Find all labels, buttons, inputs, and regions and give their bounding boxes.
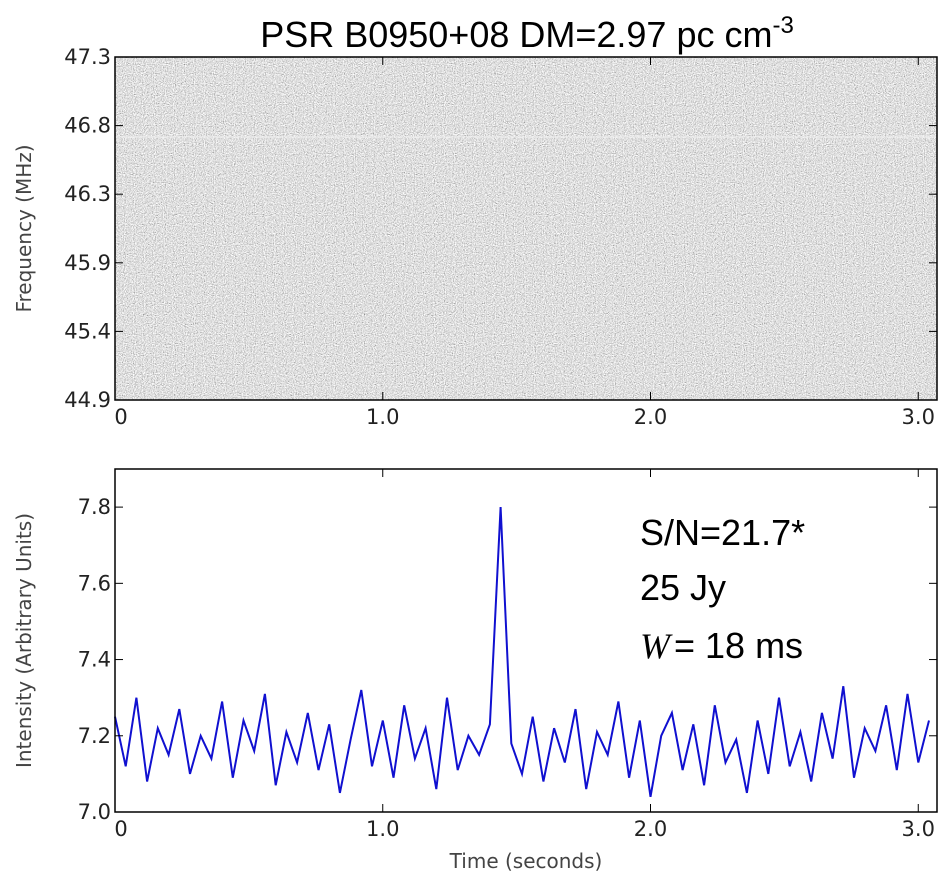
- y-tick-label: 7.2: [78, 724, 111, 748]
- x-tick-label: 2.0: [634, 817, 667, 841]
- y-tick-label: 7.0: [78, 800, 111, 824]
- y-tick-label: 44.9: [64, 388, 111, 412]
- plot-frame: [114, 56, 938, 401]
- y-axis-label: Frequency (MHz): [12, 144, 36, 312]
- y-tick-label: 7.6: [78, 571, 111, 595]
- annotation: 25 Jy: [640, 567, 726, 608]
- data-line: [114, 507, 930, 797]
- x-axis-label: Time (seconds): [449, 849, 603, 873]
- y-tick-label: 46.8: [64, 114, 111, 138]
- y-tick-label: 7.8: [78, 495, 111, 519]
- y-tick-label: 45.4: [64, 319, 111, 343]
- x-tick-label: 0: [114, 405, 127, 429]
- annotation: W = 18 ms: [640, 625, 803, 666]
- x-tick-label: 2.0: [634, 405, 667, 429]
- annotation-symbol: W: [640, 626, 673, 666]
- x-tick-label: 3.0: [902, 405, 935, 429]
- x-tick-label: 0: [114, 817, 127, 841]
- y-axis-label: Intensity (Arbitrary Units): [12, 513, 36, 768]
- x-tick-label: 3.0: [902, 817, 935, 841]
- annotation-text: = 18 ms: [674, 625, 803, 666]
- annotation: S/N=21.7*: [640, 512, 805, 553]
- plot-frame: [114, 468, 938, 813]
- chart-title: PSR B0950+08 DM=2.97 pc cm-3: [260, 12, 794, 55]
- y-tick-label: 45.9: [64, 251, 111, 275]
- x-tick-label: 1.0: [366, 405, 399, 429]
- y-tick-label: 7.4: [78, 648, 111, 672]
- x-tick-label: 1.0: [366, 817, 399, 841]
- y-tick-label: 46.3: [64, 182, 111, 206]
- y-tick-label: 47.3: [64, 45, 111, 69]
- spectrogram-noise: [115, 57, 937, 400]
